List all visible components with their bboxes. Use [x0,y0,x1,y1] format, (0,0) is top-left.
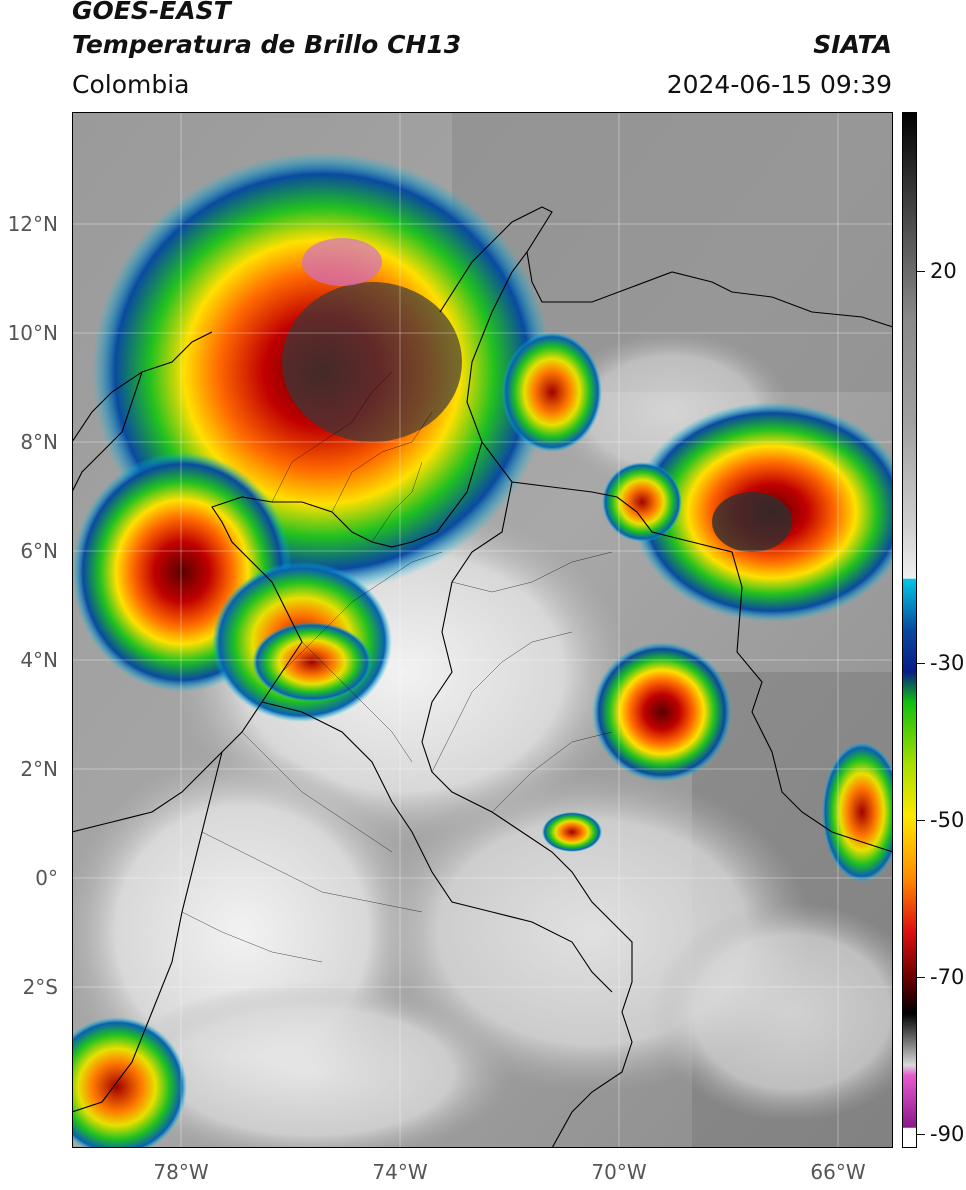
colorbar-tick [917,1134,925,1135]
colorbar-label-minus50: -50 [930,808,965,832]
satellite-title: GOES-EAST [72,0,231,25]
colorbar [902,112,917,1148]
colorbar-tick [917,271,925,272]
region-label: Colombia [72,70,190,99]
lat-label-2s: 2°S [22,975,58,999]
colorbar-label-20: 20 [930,259,957,283]
lon-label-70w: 70°W [591,1160,647,1184]
colorbar-tick [917,820,925,821]
lon-label-78w: 78°W [153,1160,209,1184]
lat-label-0: 0° [35,866,58,890]
agency-label: SIATA [813,30,892,59]
lat-label-8n: 8°N [20,430,58,454]
satellite-map[interactable] [47,112,932,1162]
lon-label-74w: 74°W [372,1160,428,1184]
lon-label-66w: 66°W [810,1160,866,1184]
graticule [72,112,893,1148]
lat-label-10n: 10°N [7,321,58,345]
lat-label-12n: 12°N [7,212,58,236]
department-borders [181,371,613,963]
colorbar-tick [917,663,925,664]
colorbar-label-minus30: -30 [930,651,965,675]
lat-label-2n: 2°N [20,757,58,781]
country-borders [71,206,894,1149]
lat-label-4n: 4°N [20,648,58,672]
lat-label-6n: 6°N [20,539,58,563]
datetime-label: 2024-06-15 09:39 [666,70,892,99]
product-title: Temperatura de Brillo CH13 [72,30,462,59]
colorbar-tick [917,977,925,978]
colorbar-label-minus90: -90 [930,1122,965,1146]
colorbar-label-minus70: -70 [930,965,965,989]
